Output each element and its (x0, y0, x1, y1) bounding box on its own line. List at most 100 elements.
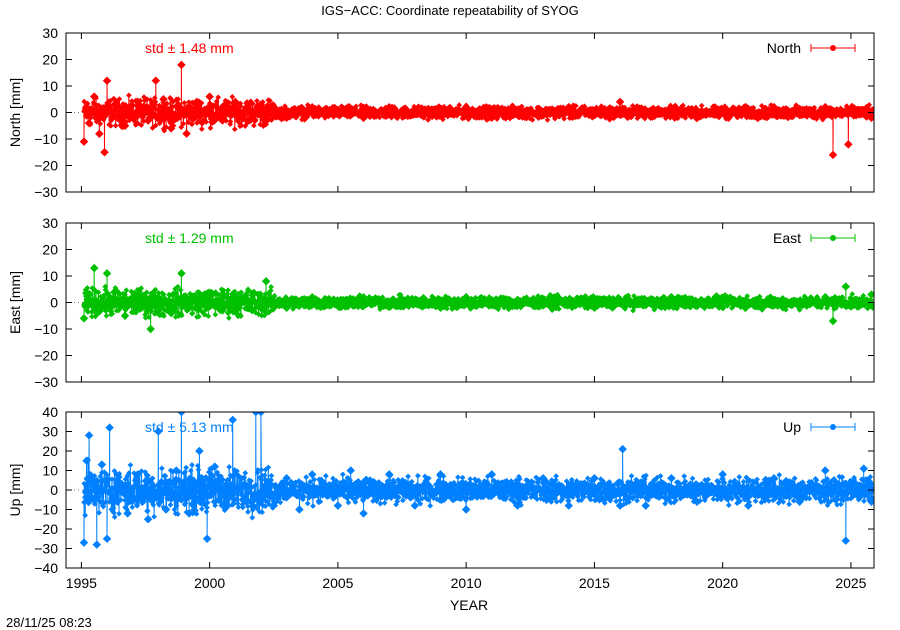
data-point-east-27 (513, 295, 522, 305)
data-point-north-16 (192, 97, 202, 107)
data-point-up-29 (333, 501, 343, 510)
y-tick-label: 20 (42, 242, 58, 258)
data-point-east-22 (384, 300, 394, 310)
data-point-east-11 (177, 269, 186, 278)
data-point-north-21 (282, 113, 291, 123)
data-point-up-50 (821, 466, 830, 475)
y-axis-label: Up [mm] (7, 464, 23, 517)
y-tick-label: 30 (42, 215, 58, 231)
y-tick-label: −40 (34, 560, 58, 576)
data-point-up-48 (769, 474, 779, 483)
data-point-up-9 (123, 509, 132, 518)
data-point-north-32 (564, 102, 574, 112)
data-point-north-19 (231, 97, 240, 107)
y-tick-label: −20 (34, 348, 58, 364)
data-point-north-1 (82, 102, 91, 112)
data-point-north-2 (84, 118, 94, 128)
x-tick-label: 2020 (707, 575, 738, 591)
data-point-north-4 (95, 129, 104, 138)
data-point-up-2 (84, 431, 94, 440)
data-point-north-3 (89, 92, 99, 101)
data-point-east-18 (282, 303, 291, 313)
data-point-north-14 (177, 60, 186, 70)
timestamp: 28/11/25 08:23 (6, 615, 92, 630)
legend-marker (830, 45, 836, 51)
data-point-north-11 (151, 76, 161, 85)
y-tick-label: −20 (34, 521, 58, 537)
data-point-up-32 (384, 470, 394, 479)
data-point-east-7 (133, 290, 143, 299)
x-axis-label: YEAR (450, 597, 488, 613)
panel-east: −30 −20 −10 0 10 20 30 East [mm] std ± 1.29 mm Ea… (7, 215, 875, 390)
panel-up: −40 −30 −20 −10 0 10 20 30 40 Up [mm] std ± 5.13 m… (7, 404, 875, 576)
data-point-north-45 (844, 140, 853, 149)
data-point-east-30 (590, 303, 599, 313)
data-point-east-24 (436, 303, 445, 313)
panels: −30 −20 −10 0 10 20 30 North [mm] std ± 1.48 mm N… (7, 25, 875, 591)
data-point-north-31 (538, 110, 548, 120)
legend-marker (830, 235, 836, 241)
data-point-up-0 (79, 538, 89, 547)
data-point-east-15 (231, 292, 240, 302)
data-point-east-17 (261, 277, 271, 286)
y-tick-label: −20 (34, 158, 58, 174)
data-point-east-3 (95, 306, 104, 315)
y-tick-label: 0 (50, 482, 58, 498)
legend-label: East (773, 230, 801, 246)
data-point-up-28 (307, 470, 317, 479)
data-point-east-0 (79, 314, 89, 323)
data-point-east-20 (333, 300, 343, 310)
data-point-up-47 (744, 501, 753, 510)
data-point-up-40 (590, 474, 599, 483)
data-point-east-6 (120, 311, 130, 321)
x-tick-label: 1995 (66, 575, 97, 591)
data-point-up-16 (184, 509, 194, 518)
data-point-east-4 (102, 269, 112, 278)
data-point-north-5 (100, 148, 109, 157)
data-point-up-39 (564, 501, 574, 510)
x-tick-label: 2000 (194, 575, 225, 591)
y-tick-label: −30 (34, 541, 58, 557)
data-point-east-12 (184, 303, 194, 313)
series-noise-up (79, 412, 874, 549)
data-point-up-54 (859, 464, 869, 473)
data-point-north-40 (769, 102, 779, 112)
y-tick-label: −10 (34, 502, 58, 518)
data-point-east-16 (256, 303, 266, 313)
legend-label: Up (783, 419, 801, 435)
data-point-up-52 (841, 536, 851, 545)
data-point-north-37 (692, 113, 702, 123)
std-label: std ± 1.48 mm (145, 40, 234, 56)
data-point-north-33 (590, 110, 599, 120)
data-point-north-20 (256, 100, 266, 109)
data-point-up-31 (359, 509, 368, 518)
data-point-up-14 (172, 466, 181, 475)
y-tick-label: 10 (42, 463, 58, 479)
data-point-east-26 (487, 300, 497, 310)
data-point-up-36 (487, 470, 497, 479)
data-point-east-36 (744, 300, 753, 310)
y-tick-label: −30 (34, 374, 58, 390)
std-label: std ± 5.13 mm (145, 419, 234, 435)
y-tick-label: 10 (42, 78, 58, 94)
data-point-up-20 (223, 501, 232, 510)
y-tick-label: 40 (42, 404, 58, 420)
y-tick-label: 20 (42, 443, 58, 459)
y-tick-label: 0 (50, 295, 58, 311)
data-point-north-12 (159, 95, 168, 104)
data-point-up-12 (154, 427, 163, 436)
data-point-up-21 (228, 415, 237, 425)
data-point-north-0 (79, 137, 89, 146)
data-point-up-4 (92, 540, 102, 549)
data-point-up-51 (831, 495, 840, 505)
data-point-north-9 (133, 97, 143, 107)
data-point-north-34 (615, 97, 625, 107)
data-point-east-2 (90, 263, 99, 273)
legend-label: North (767, 40, 801, 56)
data-point-east-38 (795, 300, 804, 310)
data-point-east-8 (146, 324, 155, 334)
y-tick-label: 30 (42, 25, 58, 41)
data-point-north-6 (102, 76, 112, 85)
data-point-north-43 (828, 150, 838, 160)
